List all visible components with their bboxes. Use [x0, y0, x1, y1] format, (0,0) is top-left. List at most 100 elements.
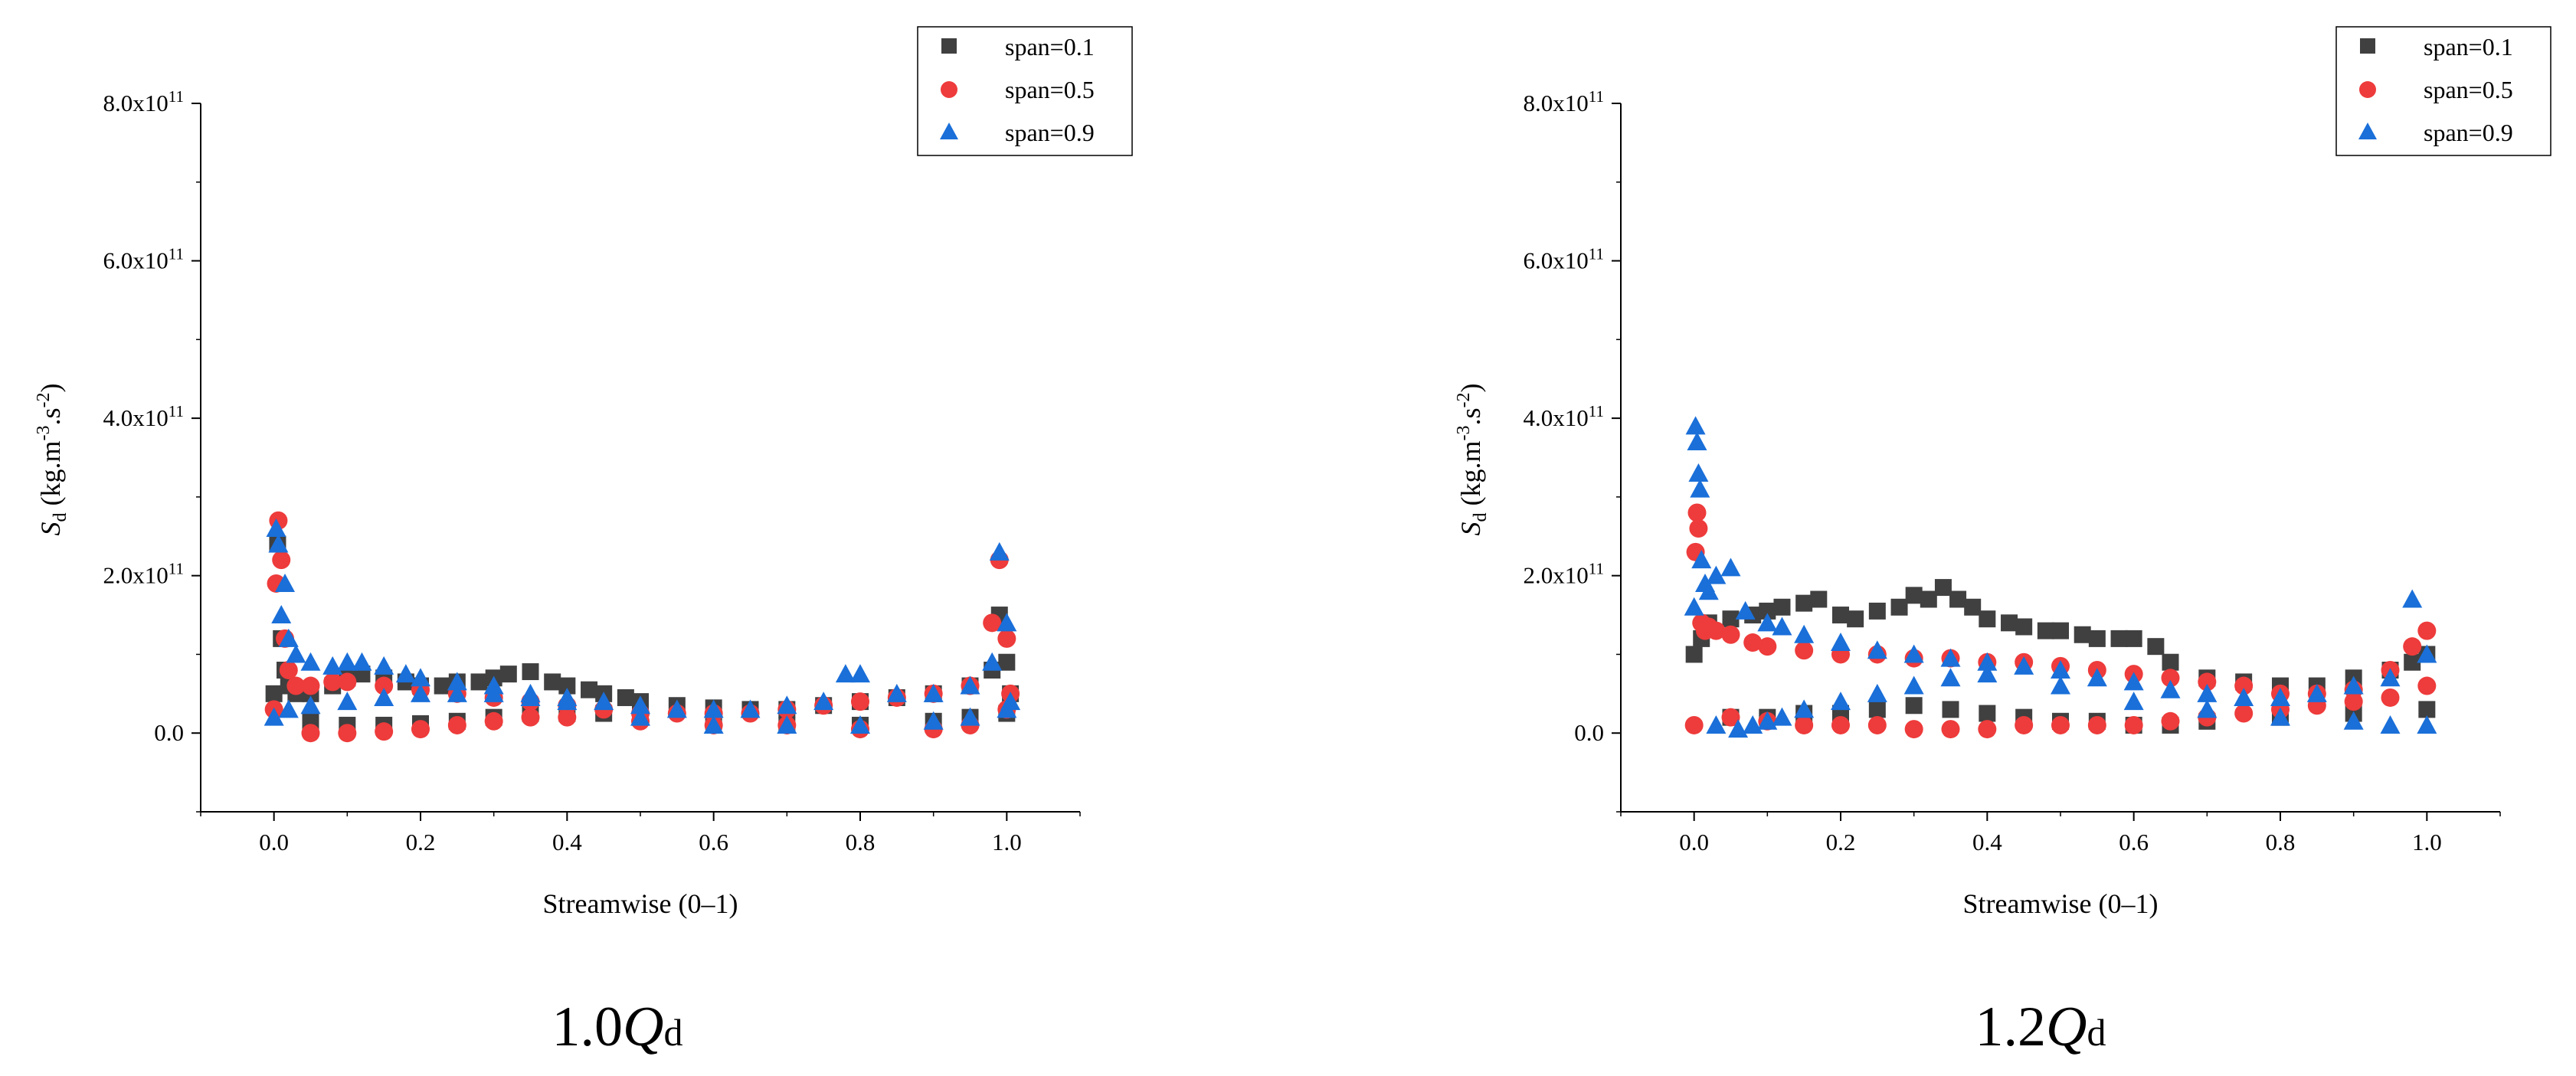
point-2-s0-16 — [1949, 590, 1967, 608]
point-2-s2-42 — [1977, 664, 1998, 683]
point-2-s1-41 — [2124, 715, 2143, 734]
point-2-s1-39 — [2051, 715, 2070, 734]
point-1-s2-18 — [594, 692, 614, 711]
x-tick-label-1-1: 0.2 — [406, 829, 436, 855]
y-tick-label-1-0: 0.0 — [154, 719, 184, 746]
legend-marker-span09-2 — [2358, 123, 2377, 139]
point-2-s0-25 — [2110, 630, 2128, 647]
point-2-s0-18 — [1979, 610, 1996, 628]
point-1-s2-36 — [337, 692, 358, 711]
point-1-s2-19 — [630, 695, 650, 715]
point-2-s1-22 — [2198, 672, 2217, 692]
point-2-s2-38 — [1831, 692, 1851, 711]
y-tick-label-exp-1-2: 11 — [169, 402, 184, 420]
chart-2-ticks: 0.0 0.2 0.4 0.6 0.8 1.00.02.0x10114.0x10116.0… — [1524, 87, 2501, 855]
point-1-s2-23 — [777, 695, 797, 715]
point-2-s1-0 — [1684, 715, 1704, 734]
point-1-s2-49 — [997, 699, 1017, 718]
x-tick-label-1-4: 0.8 — [846, 829, 876, 855]
point-1-s1-5 — [279, 661, 298, 679]
point-1-s2-2 — [268, 534, 289, 553]
point-2-s2-23 — [2160, 679, 2181, 698]
point-2-s2-13 — [1794, 624, 1815, 643]
point-2-s0-5 — [1759, 602, 1776, 620]
point-2-s2-0 — [1684, 597, 1704, 616]
point-2-s2-49 — [2417, 715, 2437, 734]
point-1-s2-7 — [300, 652, 321, 671]
point-2-s2-37 — [1794, 699, 1815, 718]
y-tick-label-2-1: 2.0x1011 — [1524, 560, 1604, 589]
point-2-s1-40 — [2087, 715, 2106, 734]
y-axis-title-2: Sd (kg.m-3.s-2) — [1454, 383, 1491, 535]
y-tick-label-base-1-1: 2.0x10 — [103, 562, 169, 589]
point-1-s2-12 — [395, 664, 416, 683]
point-2-s0-23 — [2074, 626, 2091, 643]
y-axis-title-unit-2: (kg.m — [1455, 441, 1486, 513]
point-1-s1-7 — [301, 676, 320, 695]
legend-2: span=0.1 span=0.5 span=0.9 — [2335, 26, 2551, 156]
x-tick-label-2-1: 0.2 — [1826, 829, 1856, 855]
point-2-s2-45 — [2197, 699, 2218, 718]
point-2-s2-29 — [2380, 668, 2401, 687]
point-2-s2-32 — [1706, 715, 1727, 734]
y-tick-label-2-4: 8.0x1011 — [1524, 87, 1604, 116]
point-2-s0-3 — [1722, 610, 1740, 628]
point-1-s2-41 — [520, 687, 541, 706]
point-2-s0-27 — [2147, 638, 2165, 656]
point-2-s1-48 — [2381, 688, 2400, 707]
point-1-s2-42 — [557, 692, 578, 711]
point-2-s2-35 — [1757, 711, 1778, 730]
x-tick-label-1-3: 0.6 — [699, 829, 728, 855]
point-1-s2-1 — [266, 518, 286, 537]
point-2-s1-34 — [1867, 715, 1887, 734]
point-1-s2-38 — [411, 683, 430, 702]
x-tick-label-2-4: 0.8 — [2266, 829, 2296, 855]
point-1-s2-46 — [850, 715, 870, 734]
point-1-s2-25 — [835, 664, 856, 683]
caption-q-1: Q — [623, 996, 663, 1058]
caption-main-1: 1.0 — [552, 996, 624, 1058]
point-2-s0-41 — [1868, 701, 1886, 718]
y-tick-label-base-2-4: 8.0x10 — [1524, 90, 1589, 116]
point-1-s2-45 — [777, 715, 797, 734]
point-2-s1-8 — [1721, 625, 1740, 644]
point-2-s2-34 — [1743, 715, 1763, 734]
point-1-s2-40 — [483, 683, 504, 702]
point-2-s0-11 — [1868, 602, 1886, 620]
legend-label-span05-1: span=0.5 — [1005, 76, 1095, 103]
y-tick-label-base-2-3: 6.0x10 — [1524, 247, 1589, 274]
point-2-s0-20 — [2015, 618, 2033, 636]
point-2-s2-17 — [1940, 648, 1961, 667]
x-axis-title-2: Streamwise (0–1) — [1963, 888, 2159, 919]
point-2-s2-31 — [2417, 644, 2437, 663]
point-1-s1-29 — [997, 629, 1016, 648]
point-2-s2-14 — [1831, 633, 1851, 652]
legend-label-span05-2: span=0.5 — [2424, 76, 2513, 103]
y-tick-label-2-3: 6.0x1011 — [1524, 245, 1604, 274]
x-tick-label-2-2: 0.4 — [1972, 829, 2002, 855]
point-2-s2-33 — [1728, 719, 1749, 738]
point-2-s2-12 — [1772, 616, 1792, 636]
point-1-s2-27 — [886, 683, 907, 702]
point-1-s2-26 — [850, 664, 870, 683]
point-2-s2-47 — [2343, 711, 2364, 730]
y-tick-label-2-2: 4.0x1011 — [1524, 402, 1604, 431]
legend-label-span09-2: span=0.9 — [2424, 119, 2513, 146]
caption-1: 1.0Qd — [552, 996, 683, 1058]
point-2-s0-8 — [1810, 590, 1828, 608]
point-1-s0-23 — [617, 688, 634, 706]
y-tick-label-base-1-4: 8.0x10 — [103, 90, 169, 116]
point-1-s1-35 — [447, 715, 466, 734]
y-tick-label-1-2: 4.0x1011 — [103, 402, 184, 431]
y-tick-label-base-1-3: 6.0x10 — [103, 247, 169, 274]
point-2-s1-36 — [1941, 720, 1960, 739]
point-1-s2-9 — [337, 652, 358, 671]
point-2-s0-44 — [1979, 705, 1996, 722]
point-2-s1-35 — [1904, 720, 1923, 739]
point-1-s1-31 — [301, 724, 320, 743]
y-tick-label-exp-1-4: 11 — [169, 87, 184, 106]
point-1-s1-23 — [851, 692, 869, 711]
caption-2: 1.2Qd — [1975, 996, 2106, 1058]
legend-label-span01-1: span=0.1 — [1005, 33, 1095, 61]
